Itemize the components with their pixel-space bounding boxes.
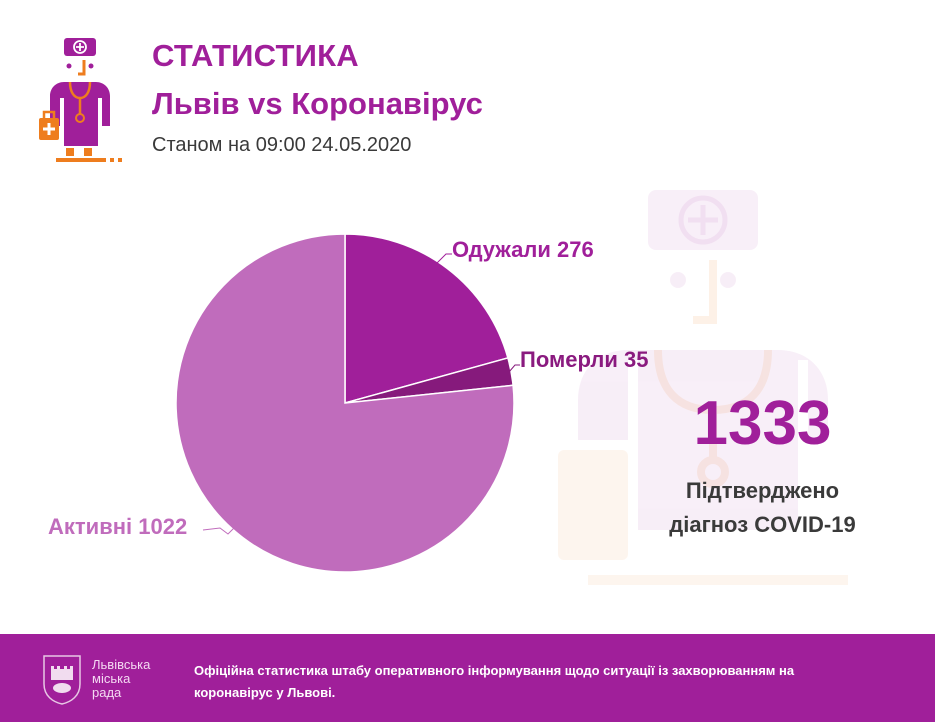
caption-line-2: діагноз COVID-19 [669, 512, 856, 537]
page-subtitle: Львів vs Коронавірус [152, 86, 483, 121]
pie-slices [175, 233, 515, 573]
footer-note: Офіційна статистика штабу оперативного і… [194, 663, 795, 700]
slice-label-deceased: Померли 35 [520, 347, 649, 372]
doctor-watermark-icon [558, 190, 848, 585]
leader-line-recovered [431, 253, 452, 269]
slice-label-active: Активні 1022 [48, 514, 188, 539]
doctor-logo-icon [39, 38, 122, 162]
footer-bar: Львівська міська рада Офіційна статистик… [0, 634, 935, 722]
lviv-coat-of-arms-icon [43, 655, 81, 705]
caption-line-1: Підтверджено [685, 478, 840, 503]
council-line-1: Львівська [92, 657, 151, 672]
pie-chart [175, 233, 520, 573]
council-line-2: міська [92, 671, 131, 686]
city-council-label: Львівська міська рада [92, 658, 150, 700]
total-cases-caption: Підтверджено діагноз COVID-19 [640, 474, 885, 542]
leader-line-active [202, 527, 235, 535]
page-title: СТАТИСТИКА [152, 38, 359, 73]
pie-slice-2 [175, 233, 515, 573]
pie-slice-0 [344, 233, 509, 404]
leader-line-deceased [508, 364, 520, 373]
slice-label-recovered: Одужали 276 [452, 237, 594, 262]
council-line-3: рада [92, 685, 122, 700]
total-cases-value: 1333 [693, 389, 832, 458]
as-of-timestamp: Станом на 09:00 24.05.2020 [152, 134, 412, 156]
